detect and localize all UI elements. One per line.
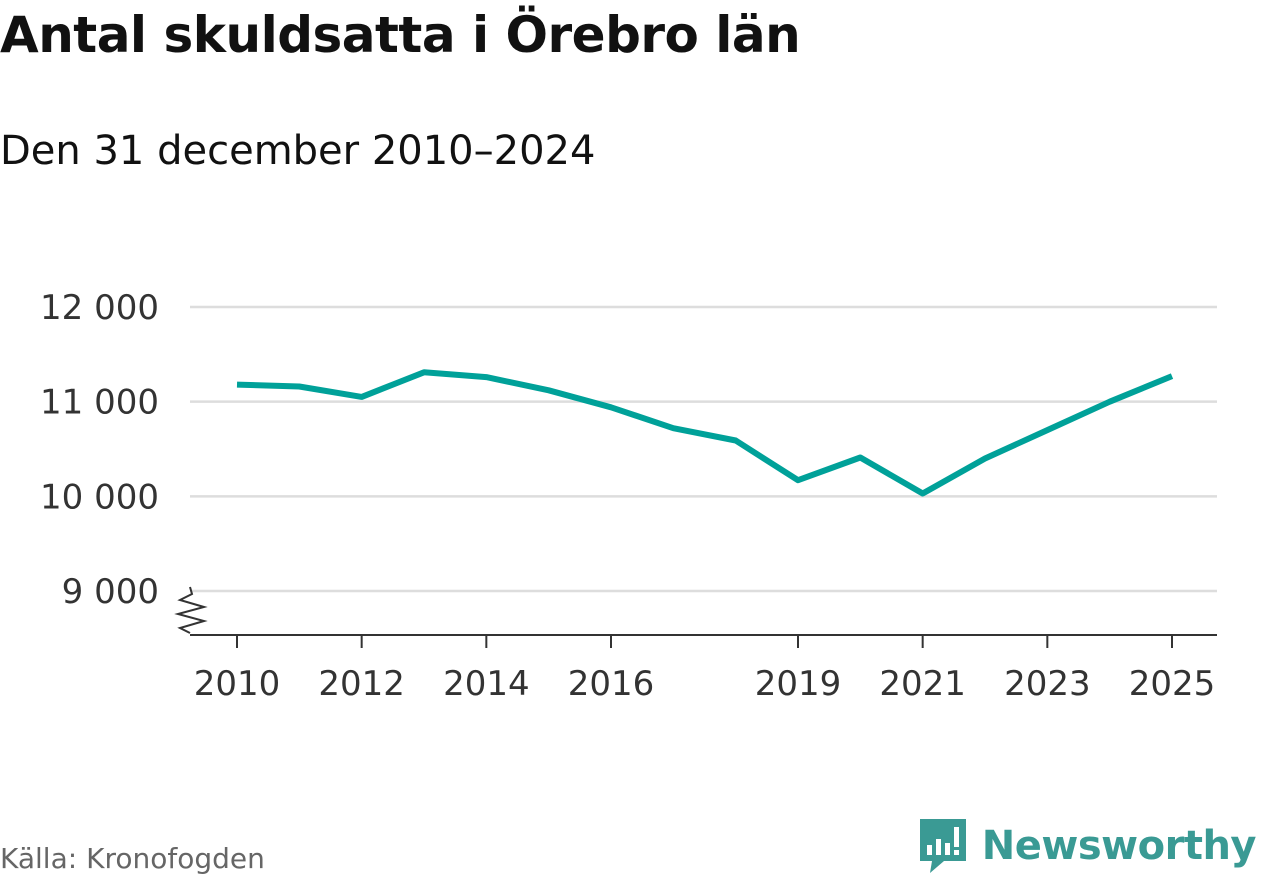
y-tick-label: 11 000	[40, 383, 159, 423]
y-axis-ticks: 9 000 10 000 11 000 12 000	[40, 288, 159, 612]
axis-break-mark	[174, 586, 208, 634]
chart-subtitle: Den 31 december 2010–2024	[0, 128, 596, 174]
x-tick-label: 2021	[879, 664, 966, 704]
x-tick-label: 2014	[443, 664, 530, 704]
y-tick-label: 12 000	[40, 288, 159, 328]
chart-title: Antal skuldsatta i Örebro län	[0, 6, 801, 64]
x-tick-label: 2010	[194, 664, 281, 704]
source-note: Källa: Kronofogden	[0, 842, 265, 875]
bar-chart-speech-bubble-icon	[919, 819, 966, 873]
series	[236, 369, 1174, 497]
x-tick-label: 2025	[1129, 664, 1216, 704]
brand-name: Newsworthy	[981, 823, 1257, 869]
brand-logo: Newsworthy	[918, 817, 1257, 875]
x-tick-label: 2023	[1004, 664, 1091, 704]
x-tick-label: 2019	[755, 664, 842, 704]
y-tick-label: 9 000	[62, 572, 159, 612]
gridlines	[190, 305, 1217, 593]
y-tick-label: 10 000	[40, 477, 159, 517]
x-axis-ticks: 2010 2012 2014 2016 2019 2021 2023 2025	[194, 635, 1216, 704]
series-line	[236, 369, 1174, 497]
x-tick-label: 2012	[318, 664, 405, 704]
x-axis	[174, 586, 1217, 636]
x-tick-label: 2016	[568, 664, 655, 704]
